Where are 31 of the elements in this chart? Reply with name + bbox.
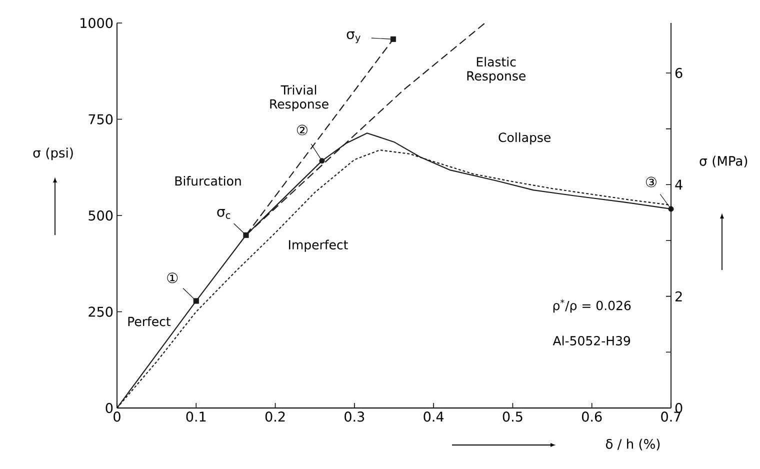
x-tick-label: 0: [114, 412, 120, 422]
x-tick-label: 0.6: [582, 412, 602, 422]
annotation: Bifurcation: [175, 176, 241, 186]
annotation: ②: [296, 124, 308, 136]
y-tick-label: 500: [88, 210, 113, 221]
y2-tick-label: 6: [675, 68, 682, 78]
annotation: σ$_{y}$: [346, 31, 360, 44]
y-axis-title: σ (psi): [33, 148, 73, 160]
annotation: Al-5052-H39: [552, 336, 630, 346]
x-tick-label: 0.2: [265, 412, 285, 422]
series-label: Perfect: [128, 316, 171, 326]
annotation: ①: [167, 272, 178, 284]
annotation: ③: [646, 176, 656, 188]
y-tick-label: 0: [106, 402, 113, 414]
annotation: ρ$^{*}$/ρ = 0.026: [553, 299, 631, 313]
y-tick-label: 250: [88, 306, 113, 317]
x-axis-title: δ / h (%): [606, 438, 660, 450]
x-tick-label: 0.3: [344, 412, 364, 422]
x-tick-label: 0.1: [186, 412, 206, 422]
y-tick-label: 1000: [80, 18, 113, 28]
annotation: σ$_{c}$: [217, 208, 230, 219]
annotation: Collapse: [498, 132, 550, 145]
y2-axis-title: σ (MPa): [700, 156, 748, 168]
series-label: Trivial Response: [270, 85, 328, 112]
x-tick-label: 0.5: [502, 412, 522, 422]
series-label: Imperfect: [289, 240, 348, 252]
series-label: Elastic Response: [467, 56, 526, 84]
y2-tick-label: 4: [675, 180, 682, 190]
x-tick-label: 0.4: [424, 412, 444, 422]
y-tick-label: 750: [88, 114, 113, 124]
y2-tick-label: 2: [676, 291, 682, 302]
